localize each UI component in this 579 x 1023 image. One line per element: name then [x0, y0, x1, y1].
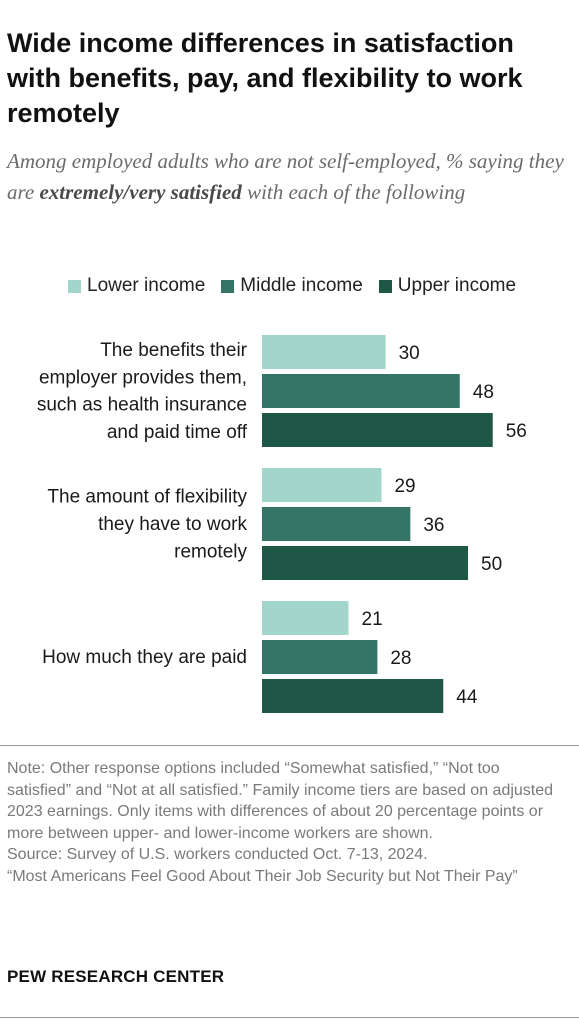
chart-legend: Lower income Middle income Upper income — [68, 275, 532, 297]
category-label: such as health insurance — [37, 395, 247, 416]
category-label: employer provides them, — [39, 367, 247, 388]
category-label: remotely — [174, 541, 247, 562]
legend-label-middle: Middle income — [240, 275, 363, 296]
bar-upper — [262, 413, 493, 447]
data-label-upper: 56 — [506, 421, 527, 442]
legend-label-upper: Upper income — [397, 275, 517, 296]
chart-subtitle: Among employed adults who are not self-e… — [7, 146, 573, 208]
legend-label-lower: Lower income — [87, 275, 206, 296]
divider-top — [0, 745, 579, 746]
source-text: Source: Survey of U.S. workers conducted… — [7, 846, 428, 864]
legend-swatch-middle — [221, 279, 235, 293]
data-label-lower: 21 — [362, 609, 383, 630]
note-text: Note: Other response options included “S… — [7, 760, 554, 842]
bar-middle — [262, 374, 460, 408]
category-label: How much they are paid — [42, 647, 247, 668]
category-label: and paid time off — [107, 422, 248, 443]
data-label-middle: 36 — [423, 515, 444, 536]
chart-title: Wide income differences in satisfaction … — [7, 28, 523, 128]
subtitle-text: Among employed adults who are not self-e… — [7, 149, 564, 204]
brand-logo-text: PEW RESEARCH CENTER — [7, 967, 225, 986]
data-label-lower: 30 — [399, 343, 420, 364]
bar-chart: The benefits their employer provides them… — [37, 335, 527, 713]
legend-swatch-upper — [378, 279, 392, 293]
bar-lower — [262, 335, 386, 369]
bar-upper — [262, 546, 468, 580]
legend-item-upper: Upper income — [378, 275, 517, 297]
chart-notes: Note: Other response options included “S… — [7, 758, 567, 888]
divider-bottom — [0, 1017, 579, 1018]
data-label-upper: 44 — [456, 687, 478, 708]
category-label: The amount of flexibility — [47, 487, 247, 508]
data-label-middle: 48 — [473, 382, 494, 403]
bar-upper — [262, 679, 444, 713]
bar-middle — [262, 640, 378, 674]
legend-item-middle: Middle income — [221, 275, 363, 297]
subtitle-emphasis: extremely/very satisfied — [39, 180, 242, 204]
legend-swatch-lower — [68, 279, 81, 293]
category-label: The benefits their — [100, 340, 247, 361]
report-title: “Most Americans Feel Good About Their Jo… — [7, 867, 518, 885]
data-label-lower: 29 — [394, 476, 415, 497]
bar-middle — [262, 507, 411, 541]
bar-lower — [262, 468, 382, 502]
subtitle-text-end: with each of the following — [241, 180, 466, 204]
category-label: they have to work — [98, 514, 247, 535]
legend-item-lower: Lower income — [68, 275, 205, 297]
data-label-upper: 50 — [481, 554, 502, 575]
bar-lower — [262, 601, 349, 635]
data-label-middle: 28 — [390, 648, 411, 669]
